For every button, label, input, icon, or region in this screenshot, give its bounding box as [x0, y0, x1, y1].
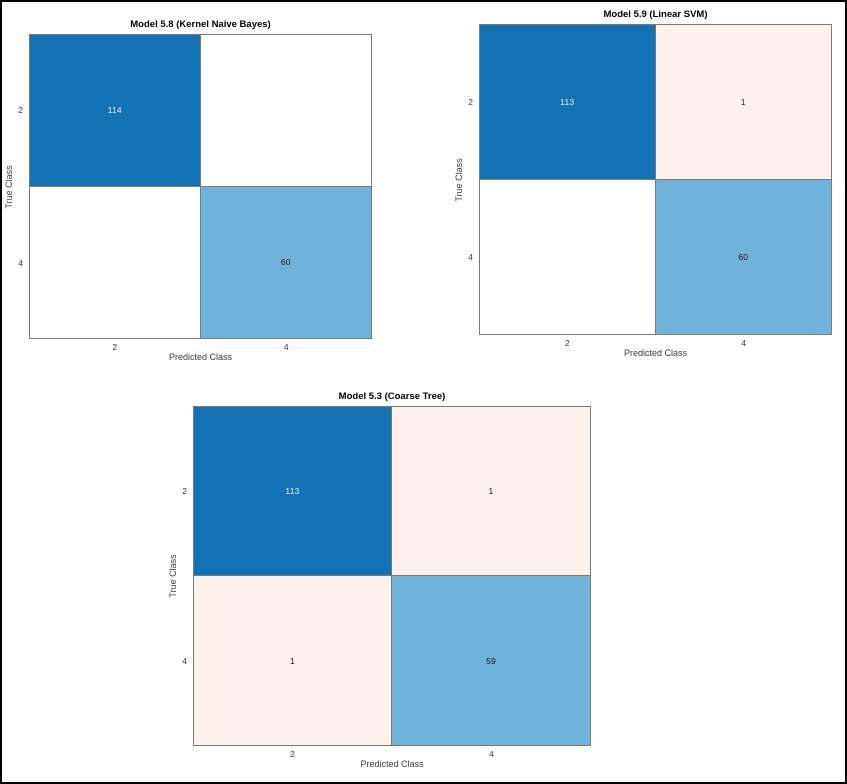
- x-tick-class-2: 2: [112, 342, 118, 352]
- y-axis-label: True Class: [168, 554, 178, 598]
- chart-coarse-tree: Model 5.3 (Coarse Tree) True Class 2 4 1…: [168, 391, 591, 769]
- x-tick-class-4: 4: [489, 749, 494, 759]
- y-tick-class-2: 2: [468, 96, 473, 107]
- matrix-cell-true4-pred2: [30, 186, 201, 338]
- x-axis-label: Predicted Class: [623, 348, 688, 358]
- y-tick-class-2: 2: [18, 105, 23, 116]
- matrix-cell-true2-pred2: 113: [480, 25, 656, 180]
- x-tick-class-2: 2: [564, 338, 570, 348]
- x-axis-label: Predicted Class: [168, 352, 233, 362]
- matrix-plot: 114 60: [29, 34, 372, 339]
- x-tick-class-2: 2: [290, 749, 295, 759]
- matrix-cell-true4-pred4: 59: [392, 576, 590, 745]
- matrix-cell-true4-pred2: [480, 179, 656, 334]
- matrix-cell-true4-pred4: 60: [655, 179, 831, 334]
- y-tick-class-4: 4: [468, 252, 473, 263]
- chart-title: Model 5.9 (Linear SVM): [603, 9, 708, 20]
- y-tick-class-2: 2: [182, 486, 187, 496]
- matrix-cell-true4-pred2: 1: [194, 576, 392, 745]
- x-axis-label: Predicted Class: [360, 759, 424, 769]
- matrix-plot: 113 1 60: [479, 24, 832, 335]
- chart-linear-svm: Model 5.9 (Linear SVM) True Class 2 4 11…: [454, 9, 832, 358]
- matrix-cell-true2-pred4: 1: [392, 407, 590, 576]
- matrix-cell-true2-pred2: 113: [194, 407, 392, 576]
- matrix-cell-true2-pred4: [200, 35, 371, 187]
- chart-title: Model 5.8 (Kernel Naive Bayes): [130, 19, 271, 30]
- matrix-plot: 113 1 1 59: [193, 406, 591, 746]
- y-tick-class-4: 4: [18, 257, 23, 268]
- y-tick-class-4: 4: [182, 656, 187, 666]
- matrix-cell-true2-pred4: 1: [655, 25, 831, 180]
- chart-kernel-naive-bayes: Model 5.8 (Kernel Naive Bayes) True Clas…: [4, 19, 372, 362]
- y-axis-label: True Class: [454, 157, 464, 202]
- x-tick-class-4: 4: [283, 342, 289, 352]
- chart-title: Model 5.3 (Coarse Tree): [338, 391, 446, 402]
- y-axis-label: True Class: [4, 164, 14, 209]
- x-tick-class-4: 4: [741, 338, 747, 348]
- matrix-cell-true4-pred4: 60: [200, 186, 371, 338]
- matrix-cell-true2-pred2: 114: [30, 35, 201, 187]
